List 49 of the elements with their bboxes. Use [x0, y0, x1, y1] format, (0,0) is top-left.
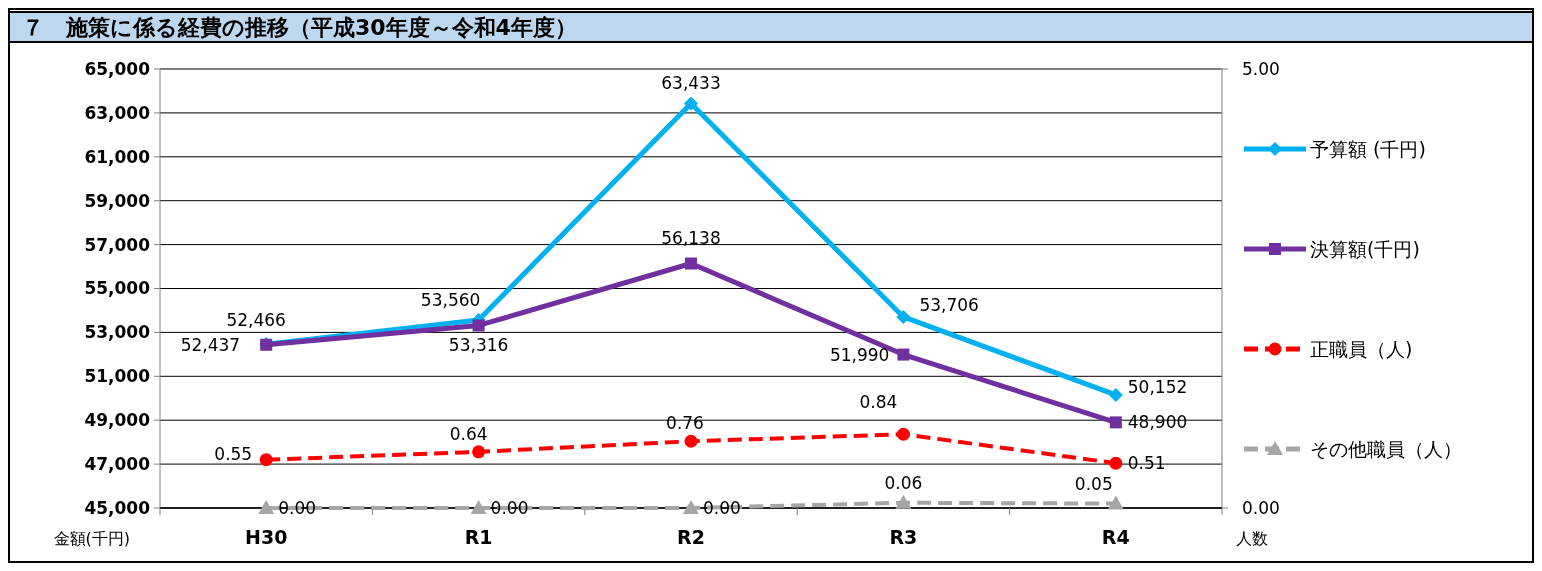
y-tick-label: 47,000	[84, 454, 151, 475]
data-label: 51,990	[829, 344, 890, 365]
data-label: 0.05	[1074, 473, 1113, 494]
y-tick-label: 63,000	[84, 102, 151, 123]
data-label: 0.00	[703, 498, 741, 518]
x-tick-label: R1	[464, 526, 493, 548]
y2-axis-title: 人数	[1236, 529, 1268, 548]
data-label: 52,466	[226, 310, 286, 331]
data-label: 53,316	[448, 335, 509, 356]
point	[1109, 416, 1122, 429]
data-label: 52,437	[180, 334, 241, 355]
point	[897, 348, 910, 361]
legend-label: その他職員（人）	[1310, 437, 1462, 460]
x-tick-label: R3	[889, 526, 918, 548]
y-tick-label: 51,000	[84, 366, 151, 387]
point	[1108, 387, 1123, 402]
y-tick-label: 61,000	[84, 146, 151, 167]
y2-tick-label: 0.00	[1242, 497, 1280, 518]
point	[472, 319, 485, 332]
legend-label: 正職員（人)	[1310, 337, 1413, 360]
data-label: 63,433	[661, 73, 721, 94]
y-tick-label: 45,000	[84, 497, 151, 518]
y-tick-label: 53,000	[84, 322, 151, 343]
y-tick-label: 57,000	[84, 234, 151, 255]
y2-tick-label: 5.00	[1242, 58, 1280, 79]
data-label: 0.00	[490, 498, 529, 518]
y-tick-label: 65,000	[84, 58, 151, 79]
point	[896, 309, 911, 324]
data-label: 50,152	[1127, 376, 1188, 397]
legend-label: 予算額 (千円)	[1310, 137, 1426, 160]
data-label: 0.64	[449, 423, 488, 444]
data-label: 0.06	[884, 472, 923, 493]
data-label: 0.00	[278, 498, 317, 518]
data-label: 0.55	[214, 443, 253, 464]
y-axis-title: 金額(千円)	[53, 529, 130, 548]
y-tick-label: 55,000	[84, 278, 151, 299]
data-label: 53,560	[420, 290, 481, 311]
legend-label: 決算額(千円)	[1310, 237, 1420, 260]
x-tick-label: R2	[677, 526, 705, 548]
chart-title: ７ 施策に係る経費の推移（平成30年度～令和4年度）	[22, 15, 577, 40]
point	[685, 257, 697, 270]
y-tick-label: 59,000	[84, 190, 151, 211]
data-label: 56,138	[661, 227, 721, 248]
x-tick-label: H30	[245, 526, 288, 548]
y-tick-label: 49,000	[84, 410, 151, 431]
data-label: 0.84	[859, 392, 898, 413]
data-label: 53,706	[919, 294, 979, 315]
x-tick-label: R4	[1101, 526, 1130, 548]
point	[684, 96, 698, 111]
